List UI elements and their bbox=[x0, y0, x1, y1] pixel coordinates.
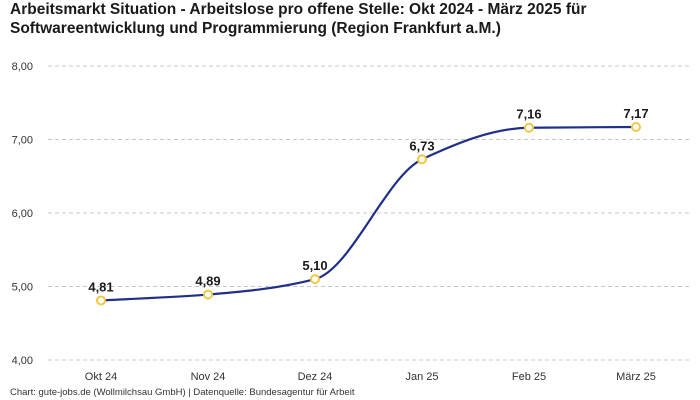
data-labels: 4,81 4,89 5,10 6,73 7,16 7,17 bbox=[88, 106, 648, 294]
data-label: 7,17 bbox=[623, 106, 648, 121]
x-tick-label: Feb 25 bbox=[512, 371, 546, 383]
y-tick-label: 4,00 bbox=[12, 355, 33, 367]
y-tick-label: 5,00 bbox=[12, 282, 33, 294]
series bbox=[96, 122, 641, 306]
data-point bbox=[631, 122, 641, 133]
data-point bbox=[203, 289, 213, 300]
data-label: 7,16 bbox=[516, 107, 541, 122]
data-label: 4,81 bbox=[88, 279, 113, 294]
data-point bbox=[524, 122, 534, 133]
chart-title: Arbeitsmarkt Situation - Arbeitslose pro… bbox=[10, 1, 587, 37]
x-tick-label: Okt 24 bbox=[85, 371, 117, 383]
x-axis-ticks: Okt 24 Nov 24 Dez 24 Jan 25 Feb 25 März 25 bbox=[85, 371, 656, 383]
y-axis-ticks: 4,00 5,00 6,00 7,00 8,00 bbox=[12, 61, 33, 367]
data-point bbox=[96, 295, 106, 306]
x-tick-label: Jan 25 bbox=[405, 371, 438, 383]
y-tick-label: 6,00 bbox=[12, 208, 33, 220]
data-label: 5,10 bbox=[302, 258, 327, 273]
series-line bbox=[100, 125, 637, 302]
data-label: 4,89 bbox=[195, 274, 220, 289]
data-label: 6,73 bbox=[409, 138, 434, 153]
y-tick-label: 7,00 bbox=[12, 135, 33, 147]
x-tick-label: Dez 24 bbox=[298, 371, 333, 383]
x-tick-label: März 25 bbox=[616, 371, 656, 383]
data-point bbox=[417, 154, 427, 165]
gridlines bbox=[48, 65, 690, 361]
data-point bbox=[310, 274, 320, 285]
x-tick-label: Nov 24 bbox=[191, 371, 226, 383]
y-tick-label: 8,00 bbox=[12, 61, 33, 73]
source-note: Chart: gute-jobs.de (Wollmilchsau GmbH) … bbox=[10, 387, 355, 398]
